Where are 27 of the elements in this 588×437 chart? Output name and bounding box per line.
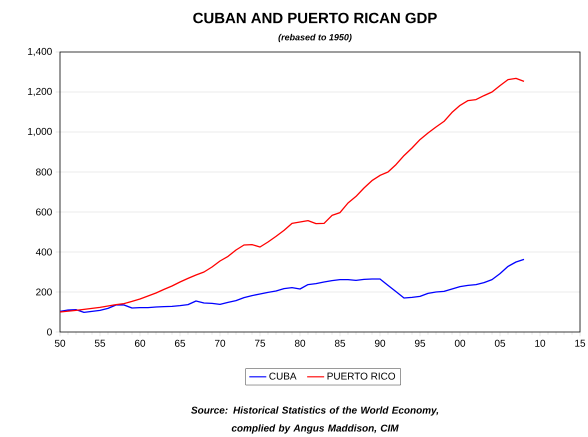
legend-label: CUBA [269,372,297,380]
x-tick-label: 65 [174,340,186,347]
x-tick-label: 10 [535,340,546,347]
source-note: Source: Historical Statistics of the World Economy, complied by Angus Maddison, CIM [191,406,438,434]
x-tick-label: 55 [94,340,106,347]
x-tick-label: 80 [294,340,306,347]
legend-label: PUERTO RICO [328,372,396,380]
y-tick-label: 400 [36,248,52,256]
y-tick-label: 800 [36,168,52,176]
x-tick-label: 75 [254,340,266,347]
y-tick-label: 200 [36,288,52,296]
x-tick-label: 90 [374,340,386,347]
x-tick-label: 05 [494,340,506,347]
y-tick-label: 0 [47,328,52,336]
x-tick-label: 85 [334,340,346,347]
x-tick-label: 95 [414,340,426,347]
chart-title: CUBAN AND PUERTO RICAN GDP [193,12,437,24]
x-tick-label: 15 [575,340,586,347]
chart-subtitle: (rebased to 1950) [278,34,352,42]
x-tick-label: 70 [214,340,226,347]
y-tick-label: 600 [36,208,52,216]
x-tick-label: 60 [134,340,146,347]
y-tick-label: 1,400 [28,48,52,56]
y-tick-label: 1,200 [28,88,52,96]
y-tick-label: 1,000 [28,128,52,136]
x-tick-label: 50 [54,340,66,347]
x-tick-label: 00 [454,340,466,347]
